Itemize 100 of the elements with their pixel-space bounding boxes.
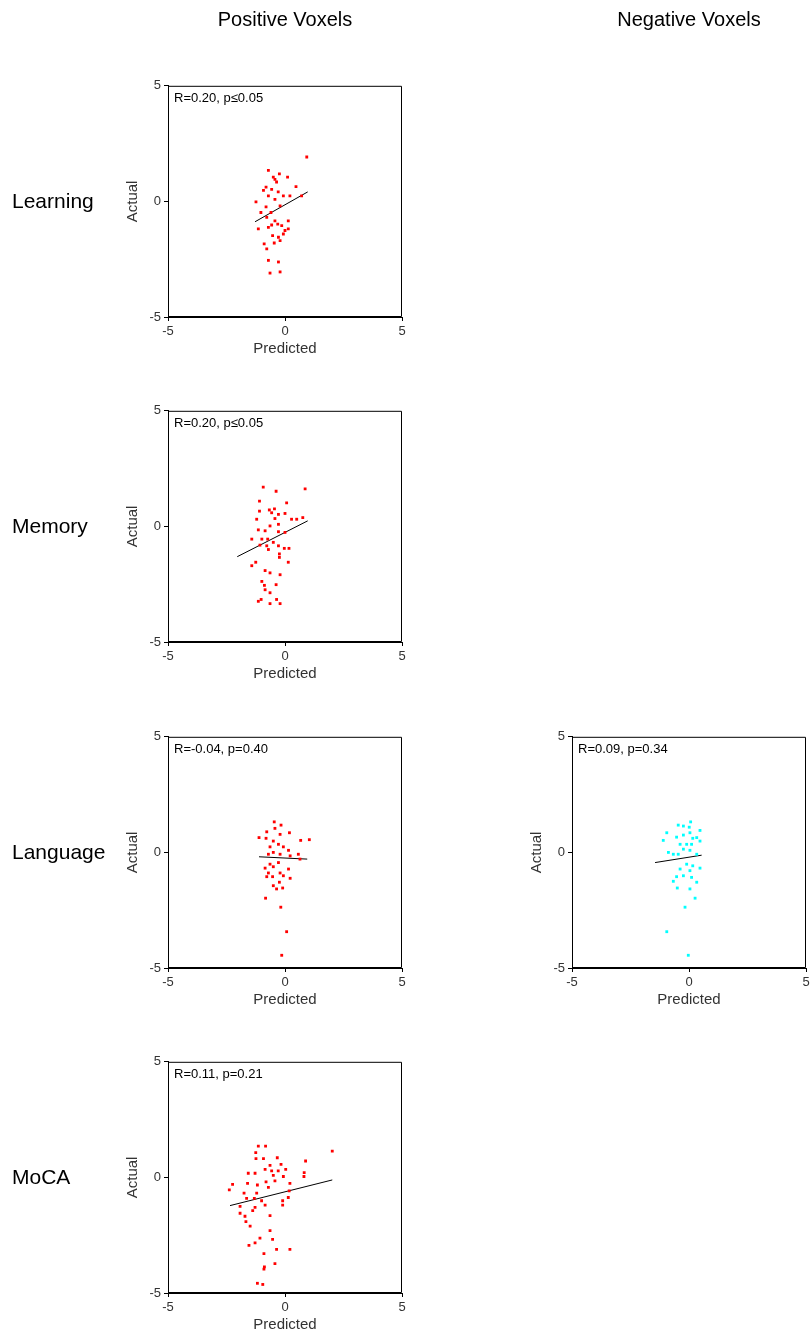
point [299, 838, 303, 842]
point [280, 224, 284, 228]
point [278, 832, 282, 836]
chart-title: Negative Voxels [617, 8, 761, 31]
point [262, 583, 266, 587]
point [288, 854, 292, 858]
point [266, 852, 270, 856]
point [277, 861, 280, 864]
point [266, 194, 270, 198]
point [260, 580, 264, 583]
y-axis-title: Actual [123, 1156, 141, 1199]
point [690, 842, 693, 846]
text: MoCA [12, 1164, 71, 1189]
point [255, 1191, 259, 1195]
point [256, 1144, 260, 1148]
point [265, 544, 269, 548]
x-tick-label: 5 [398, 323, 406, 339]
point [254, 560, 258, 564]
point [263, 569, 267, 572]
point [290, 517, 293, 521]
point [278, 204, 282, 208]
point [690, 875, 693, 879]
point [275, 598, 278, 601]
point [259, 598, 263, 601]
point [259, 211, 263, 214]
annotation: R=0.20, p≤0.05 [174, 89, 264, 105]
x-tick-label: 5 [802, 974, 810, 990]
y-tick-label: 5 [153, 1053, 161, 1069]
point [278, 852, 282, 856]
point [254, 1151, 258, 1155]
point [671, 852, 675, 856]
point [265, 875, 269, 879]
point [261, 485, 265, 489]
point [271, 884, 275, 888]
y-tick-label: 0 [153, 517, 161, 533]
y-tick-label: -5 [149, 633, 161, 649]
x-tick-label: 0 [281, 648, 289, 664]
point [695, 852, 699, 856]
point [691, 836, 695, 840]
point [277, 235, 280, 239]
point [272, 820, 276, 824]
point [285, 501, 289, 505]
y-axis-title: Actual [123, 831, 141, 874]
point [300, 194, 304, 198]
x-tick-label: 0 [685, 974, 693, 990]
x-axis-title: Predicted [253, 1315, 317, 1333]
point [258, 509, 261, 513]
x-axis-title: Predicted [253, 664, 317, 682]
y-tick-label: 0 [153, 192, 161, 208]
point [661, 838, 665, 842]
point [665, 831, 669, 835]
point [282, 546, 286, 550]
point [275, 1247, 278, 1251]
text: Language [12, 839, 106, 864]
x-tick-label: 0 [281, 974, 289, 990]
point [277, 512, 280, 516]
point [277, 172, 281, 176]
point [691, 864, 695, 868]
point [277, 530, 280, 534]
y-tick-label: 0 [153, 1168, 161, 1184]
point [281, 194, 285, 198]
y-tick-label: 0 [557, 843, 565, 859]
x-tick-label: 5 [398, 648, 406, 664]
point [261, 1283, 265, 1286]
annotation: R=0.09, p=0.34 [578, 740, 668, 756]
point [252, 1197, 256, 1200]
point [271, 1237, 275, 1241]
y-tick-label: 5 [557, 728, 565, 744]
point [286, 219, 290, 223]
point [271, 875, 275, 879]
x-axis-title: Predicted [253, 339, 317, 357]
point [271, 1173, 275, 1177]
point [689, 820, 693, 824]
y-tick-label: -5 [553, 959, 565, 975]
point [281, 845, 285, 849]
point [286, 1196, 290, 1199]
point [265, 215, 269, 219]
point [275, 1156, 279, 1160]
point [250, 537, 254, 541]
y-axis-title: Actual [527, 831, 545, 874]
point [264, 1144, 267, 1148]
point [288, 831, 291, 835]
y-tick-label: 5 [153, 728, 161, 744]
point [248, 1224, 252, 1228]
point [288, 876, 292, 880]
point [671, 879, 675, 883]
point [278, 602, 282, 606]
point [296, 852, 300, 856]
point [278, 573, 282, 577]
point [250, 564, 254, 568]
point [255, 517, 259, 521]
point [231, 1182, 234, 1186]
x-axis-title: Predicted [253, 990, 317, 1008]
y-tick-label: 0 [153, 843, 161, 859]
point [266, 225, 270, 229]
point [256, 227, 260, 231]
y-tick-label: 5 [153, 402, 161, 418]
point [681, 847, 685, 851]
chart-title: Positive Voxels [217, 8, 353, 31]
point [301, 516, 305, 520]
